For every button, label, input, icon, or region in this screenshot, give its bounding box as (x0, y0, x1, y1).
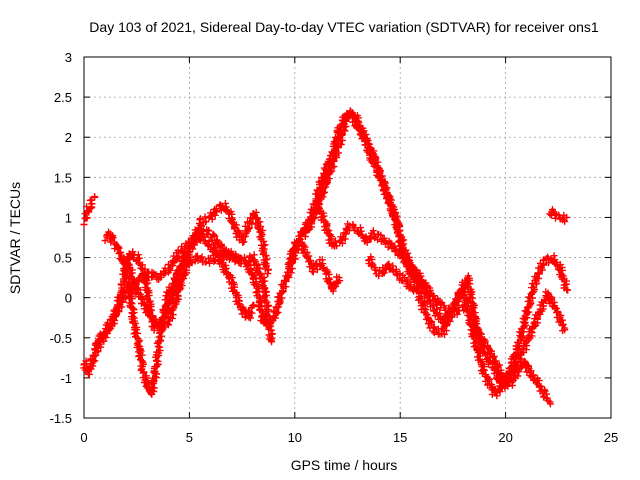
series-track-5 (122, 251, 258, 332)
marker-trace (365, 253, 418, 295)
y-tick-label: 0.5 (54, 251, 72, 266)
y-tick-label: 3 (65, 50, 72, 65)
chart-title: Day 103 of 2021, Sidereal Day-to-day VTE… (89, 19, 599, 35)
series-track-7 (301, 107, 569, 400)
y-tick-label: 2 (65, 130, 72, 145)
marker-trace (284, 235, 344, 295)
y-tick-label: 1 (65, 210, 72, 225)
series-track-10 (284, 235, 344, 295)
marker-trace (546, 206, 571, 225)
x-tick-label: 25 (604, 430, 618, 445)
marker-trace (301, 107, 569, 400)
marker-trace (312, 197, 472, 320)
data-markers (80, 107, 572, 408)
y-tick-label: 1.5 (54, 170, 72, 185)
series-track-12 (546, 206, 571, 225)
y-tick-label: 0 (65, 291, 72, 306)
x-tick-label: 15 (393, 430, 407, 445)
series-track-11 (470, 317, 554, 408)
y-tick-label: -0.5 (50, 331, 72, 346)
axis-ticks (83, 56, 612, 419)
x-tick-label: 5 (186, 430, 193, 445)
y-tick-label: 2.5 (54, 90, 72, 105)
series-track-8 (312, 197, 472, 320)
x-axis-label: GPS time / hours (291, 457, 398, 473)
series-track-2 (80, 193, 99, 228)
series-track-9 (365, 253, 418, 295)
marker-trace (80, 193, 99, 228)
y-tick-label: -1 (60, 371, 72, 386)
plot-frame (83, 56, 612, 419)
marker-trace (470, 317, 554, 408)
y-axis-label: SDTVAR / TECUs (7, 182, 23, 294)
x-tick-label: 20 (498, 430, 512, 445)
y-tick-label: -1.5 (50, 411, 72, 426)
marker-trace (122, 251, 258, 332)
x-tick-labels: 0 5 10 15 20 25 (80, 430, 618, 445)
x-tick-label: 10 (288, 430, 302, 445)
x-tick-label: 0 (80, 430, 87, 445)
y-tick-labels: -1.5 -1 -0.5 0 0.5 1 1.5 2 2.5 3 (50, 50, 72, 426)
